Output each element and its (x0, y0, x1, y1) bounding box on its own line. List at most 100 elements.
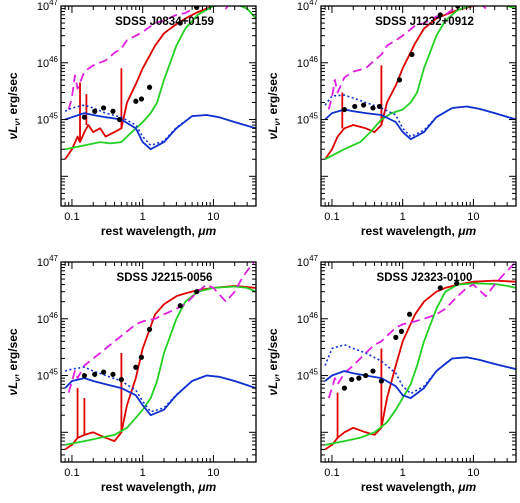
x-tick-label: 10 (467, 211, 479, 223)
photometry-point (81, 372, 88, 379)
photometry-point (360, 102, 367, 108)
panel-title: SDSS J2215-0056 (117, 272, 213, 284)
y-tick-label: 1047 (297, 254, 319, 269)
series-blue-dotted-line (64, 104, 256, 147)
photometry-point (118, 376, 124, 383)
photometry-point (100, 369, 107, 375)
y-axis-label: νLν, erg/sec (266, 328, 282, 396)
x-tick-label: 0.1 (64, 211, 79, 223)
y-tick-label: 1045 (297, 368, 319, 383)
series-blue-dotted-line (64, 366, 256, 413)
photometry-point (356, 375, 362, 381)
x-tick-label: 0.1 (324, 467, 339, 479)
photometry-point (110, 371, 116, 377)
photometry-point (92, 108, 98, 114)
photometry-point (92, 371, 98, 377)
photometry-point (133, 364, 139, 370)
y-axis-label: νLν, erg/sec (266, 72, 282, 140)
photometry-point (393, 334, 399, 340)
photometry-point (409, 51, 415, 58)
photometry-point (81, 114, 88, 120)
axes-frame (320, 5, 517, 207)
x-tick-label: 1 (400, 211, 406, 223)
x-tick-label: 10 (467, 467, 479, 479)
x-tick-label: 1 (140, 467, 146, 479)
x-axis-label: rest wavelength, μm (101, 224, 217, 238)
photometry-point (177, 303, 183, 309)
series-green-solid-line (64, 285, 256, 446)
series-blue-solid-line (324, 105, 516, 141)
axes-frame (60, 5, 257, 207)
y-tick-label: 1047 (37, 254, 59, 269)
photometry-point (146, 326, 153, 332)
y-tick-label: 1045 (297, 112, 319, 127)
photometry-point (363, 372, 369, 379)
y-axis-label: νLν, erg/sec (6, 72, 22, 140)
x-tick-label: 1 (400, 467, 406, 479)
photometry-point (396, 77, 403, 83)
series-red-solid-line (64, 6, 256, 160)
series-blue-solid-line (324, 356, 516, 399)
y-tick-label: 1045 (37, 112, 59, 127)
photometry-point (454, 280, 460, 286)
y-tick-label: 1046 (37, 311, 59, 326)
x-tick-label: 1 (140, 211, 146, 223)
photometry-point (341, 106, 348, 113)
panel-3: 0.1 1 10 1045 1046 1047 SDSS J2215-0056 rest wa… (6, 254, 257, 494)
photometry-point (370, 105, 376, 111)
panel-title: SDSS J0834+0159 (115, 16, 214, 28)
photometry-point (341, 385, 348, 391)
panel-4: 0.1 1 10 1045 1046 1047 SDSS J2323-0100 rest wa… (266, 254, 517, 494)
series-magenta-dashed-line (327, 6, 490, 110)
photometry-point (116, 116, 123, 123)
series-red-solid-line (324, 279, 516, 451)
photometry-point (110, 108, 116, 114)
x-tick-label: 10 (207, 467, 219, 479)
photometry-point (406, 311, 413, 317)
photometry-point (370, 368, 376, 374)
photometry-point (177, 20, 183, 26)
series-green-solid-line (324, 6, 516, 160)
x-axis-label: rest wavelength, μm (361, 224, 477, 238)
x-tick-label: 0.1 (324, 211, 339, 223)
photometry-point (352, 103, 358, 110)
series-green-solid-line (64, 6, 256, 151)
photometry-point (146, 84, 153, 90)
photometry-point (378, 378, 384, 384)
x-axis-label: rest wavelength, μm (101, 480, 217, 494)
x-tick-label: 10 (207, 211, 219, 223)
y-tick-label: 1046 (37, 55, 59, 70)
photometry-point (349, 376, 355, 383)
photometry-point (138, 96, 145, 102)
series-blue-solid-line (64, 112, 256, 151)
y-tick-label: 1046 (297, 311, 319, 326)
y-tick-label: 1046 (297, 55, 319, 70)
series-blue-dotted-line (324, 343, 516, 395)
photometry-point (138, 354, 145, 360)
photometry-point (133, 98, 139, 104)
photometry-point (100, 105, 107, 111)
photometry-point (398, 328, 405, 334)
x-axis-label: rest wavelength, μm (361, 480, 477, 494)
axes-frame (320, 261, 517, 463)
series-green-solid-line (324, 282, 516, 446)
photometry-point (437, 12, 443, 18)
plot-area (324, 262, 516, 451)
y-tick-label: 1045 (37, 368, 59, 383)
plot-area (324, 6, 516, 160)
plot-area (64, 262, 256, 451)
y-tick-label: 1047 (297, 0, 319, 13)
x-tick-label: 0.1 (64, 467, 79, 479)
panel-2: 0.1 1 10 1045 1046 1047 SDSS J1232+0912 rest wa… (266, 0, 517, 238)
y-axis-label: νLν, erg/sec (6, 328, 22, 396)
panel-title: SDSS J2323-0100 (377, 272, 473, 284)
panel-1: 0.1 1 10 1045 1046 1047 SDSS J0834+0159 rest wa… (6, 0, 257, 238)
series-blue-dotted-line (324, 94, 516, 138)
axes-frame (60, 261, 257, 463)
photometry-point (194, 289, 200, 295)
photometry-point (376, 103, 383, 110)
panel-title: SDSS J1232+0912 (375, 16, 474, 28)
y-tick-label: 1047 (37, 0, 59, 13)
photometry-point (437, 285, 443, 291)
